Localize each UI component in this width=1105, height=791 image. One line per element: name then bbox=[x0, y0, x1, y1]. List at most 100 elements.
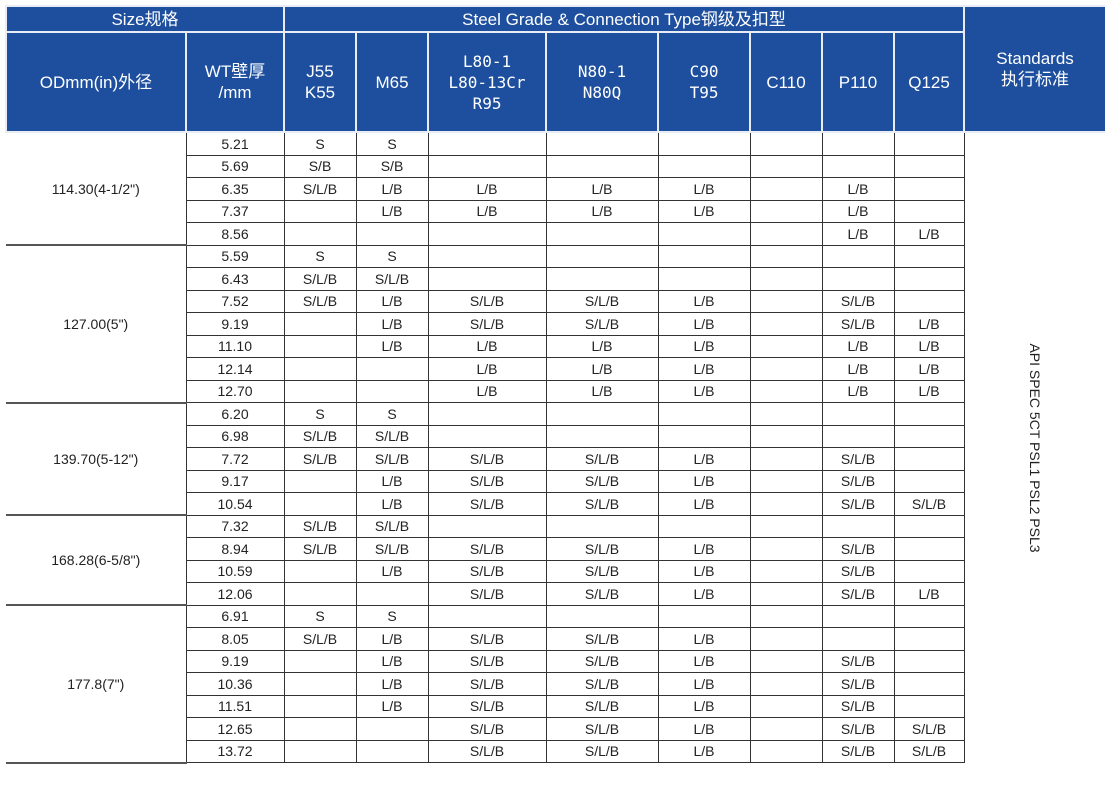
connection-cell bbox=[893, 131, 965, 156]
connection-cell bbox=[283, 492, 357, 516]
connection-cell bbox=[749, 672, 823, 696]
grade-header: J55 K55 bbox=[283, 31, 358, 133]
connection-cell: S/B bbox=[355, 154, 429, 178]
connection-cell: L/B bbox=[821, 334, 895, 358]
connection-cell: L/B bbox=[657, 492, 751, 516]
wt-cell: 6.98 bbox=[185, 424, 285, 448]
wt-cell: 6.43 bbox=[185, 267, 285, 291]
connection-cell bbox=[893, 244, 965, 268]
connection-cell: S/L/B bbox=[545, 649, 659, 673]
connection-cell: S/L/B bbox=[427, 717, 547, 741]
connection-cell: S/L/B bbox=[427, 582, 547, 606]
connection-cell bbox=[545, 244, 659, 268]
connection-cell bbox=[749, 402, 823, 426]
connection-cell: L/B bbox=[657, 627, 751, 651]
connection-cell: S/L/B bbox=[545, 582, 659, 606]
table-row: 9.17 L/B S/L/B S/L/B L/B S/L/B bbox=[6, 469, 1105, 493]
wt-cell: 8.05 bbox=[185, 627, 285, 651]
connection-cell bbox=[355, 739, 429, 763]
table-row: 127.00(5") 5.59 S S bbox=[6, 244, 1105, 404]
standards-cell: API SPEC 5CT PSL1 PSL2 PSL3 bbox=[963, 132, 1105, 763]
connection-cell bbox=[749, 334, 823, 358]
connection-cell bbox=[657, 514, 751, 538]
connection-cell: L/B bbox=[657, 649, 751, 673]
wt-cell: 8.94 bbox=[185, 537, 285, 561]
connection-cell: S bbox=[355, 131, 429, 156]
wt-header: WT壁厚 /mm bbox=[184, 31, 286, 133]
connection-cell bbox=[283, 312, 357, 336]
table-row: 6.98 S/L/B S/L/B bbox=[6, 424, 1105, 448]
connection-cell bbox=[749, 627, 823, 651]
connection-cell: S/L/B bbox=[427, 469, 547, 493]
wt-cell: 12.14 bbox=[185, 357, 285, 381]
connection-cell: L/B bbox=[657, 739, 751, 763]
connection-cell bbox=[749, 222, 823, 246]
connection-cell: S/L/B bbox=[427, 289, 547, 313]
connection-cell: S/L/B bbox=[821, 447, 895, 471]
connection-cell: S bbox=[355, 604, 429, 628]
connection-cell: S/L/B bbox=[821, 694, 895, 718]
connection-cell bbox=[821, 244, 895, 268]
connection-cell bbox=[893, 177, 965, 201]
connection-cell: S bbox=[355, 244, 429, 268]
connection-cell: S/L/B bbox=[283, 289, 357, 313]
connection-cell: S/L/B bbox=[821, 739, 895, 763]
connection-cell: L/B bbox=[657, 537, 751, 561]
connection-cell bbox=[283, 357, 357, 381]
wt-cell: 7.72 bbox=[185, 447, 285, 471]
connection-cell: S/L/B bbox=[545, 537, 659, 561]
connection-cell bbox=[749, 559, 823, 583]
connection-cell bbox=[893, 694, 965, 718]
connection-cell: S/L/B bbox=[821, 289, 895, 313]
connection-cell: L/B bbox=[427, 379, 547, 403]
connection-cell: L/B bbox=[545, 379, 659, 403]
connection-cell bbox=[355, 582, 429, 606]
connection-cell: S/L/B bbox=[545, 627, 659, 651]
size-header: Size规格 bbox=[4, 5, 286, 33]
connection-cell bbox=[427, 244, 547, 268]
connection-cell: L/B bbox=[657, 559, 751, 583]
connection-cell bbox=[821, 402, 895, 426]
wt-cell: 6.35 bbox=[185, 177, 285, 201]
connection-cell: L/B bbox=[893, 222, 965, 246]
connection-cell bbox=[893, 267, 965, 291]
od-cell: 114.30(4-1/2") bbox=[6, 131, 187, 246]
connection-cell: S/L/B bbox=[283, 627, 357, 651]
connection-cell bbox=[749, 244, 823, 268]
connection-cell bbox=[427, 131, 547, 156]
connection-cell bbox=[427, 222, 547, 246]
connection-cell: S bbox=[283, 244, 357, 268]
od-cell: 168.28(6-5/8") bbox=[6, 514, 187, 606]
table-row: 12.65 S/L/B S/L/B L/B S/L/B S/L/B bbox=[6, 717, 1105, 741]
grade-header: M65 bbox=[355, 31, 430, 133]
wt-cell: 11.51 bbox=[185, 694, 285, 718]
connection-cell bbox=[893, 627, 965, 651]
connection-cell bbox=[545, 402, 659, 426]
connection-cell: S/L/B bbox=[545, 672, 659, 696]
connection-cell bbox=[749, 694, 823, 718]
connection-cell bbox=[893, 537, 965, 561]
connection-cell: L/B bbox=[821, 357, 895, 381]
table-row: 7.72 S/L/B S/L/B S/L/B S/L/B L/B S/L/B bbox=[6, 447, 1105, 471]
connection-cell bbox=[749, 604, 823, 628]
connection-cell bbox=[545, 424, 659, 448]
connection-cell bbox=[283, 649, 357, 673]
connection-cell: S/L/B bbox=[545, 289, 659, 313]
connection-cell bbox=[355, 379, 429, 403]
wt-cell: 7.52 bbox=[185, 289, 285, 313]
connection-cell: S/L/B bbox=[283, 424, 357, 448]
grade-header: C90 T95 bbox=[657, 31, 752, 133]
standard-text: API SPEC 5CT PSL1 PSL2 PSL3 bbox=[1027, 343, 1044, 553]
connection-cell: L/B bbox=[657, 694, 751, 718]
connection-cell: S/L/B bbox=[821, 582, 895, 606]
table-row: 10.59 L/B S/L/B S/L/B L/B S/L/B bbox=[6, 559, 1105, 583]
grade-header: L80-1 L80-13Cr R95 bbox=[427, 31, 548, 133]
connection-cell: L/B bbox=[893, 379, 965, 403]
table-row: 7.37 L/B L/B L/B L/B L/B bbox=[6, 199, 1105, 223]
wt-cell: 7.37 bbox=[185, 199, 285, 223]
connection-cell bbox=[657, 154, 751, 178]
connection-cell: S/B bbox=[283, 154, 357, 178]
connection-cell: S/L/B bbox=[545, 447, 659, 471]
connection-cell: L/B bbox=[657, 177, 751, 201]
connection-cell: L/B bbox=[355, 492, 429, 516]
